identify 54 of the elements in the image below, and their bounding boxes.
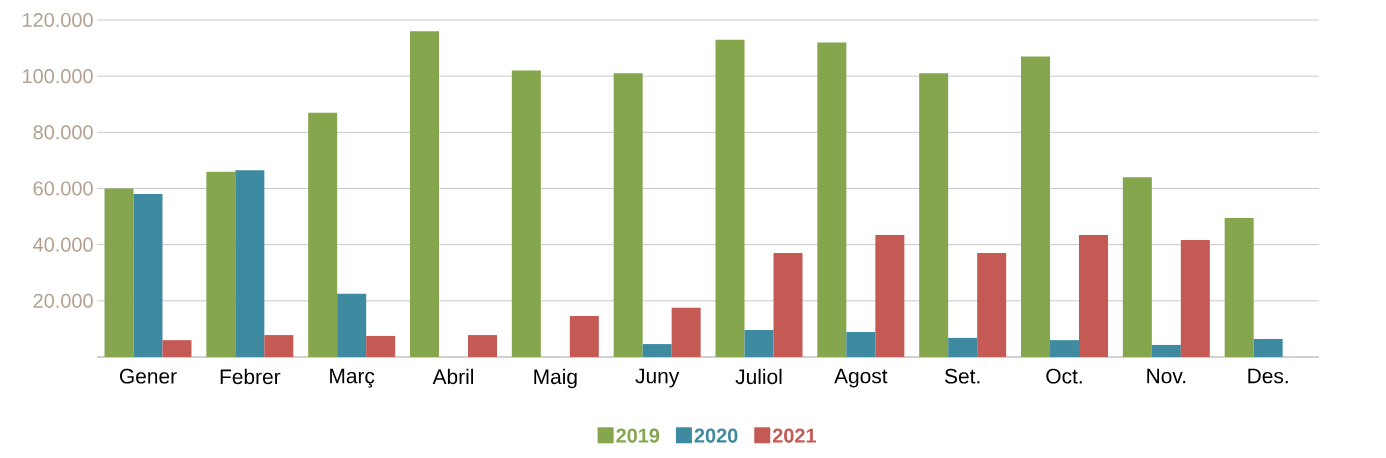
bar: [235, 170, 265, 357]
bar: [715, 39, 745, 357]
bar: [366, 335, 396, 357]
bar: [410, 31, 439, 357]
bar: [104, 188, 134, 357]
bar: [1050, 340, 1079, 357]
x-tick-label: Agost: [834, 368, 888, 388]
x-tick-label: Febrer: [220, 368, 281, 385]
legend-label: 2020: [694, 428, 738, 443]
bar: [875, 235, 905, 357]
x-tick-label: Maig: [534, 368, 577, 389]
bar: [744, 330, 774, 357]
x-tick-label: Nov.: [1147, 368, 1186, 384]
bar: [1180, 239, 1210, 357]
bar: [337, 293, 367, 357]
bar: [162, 340, 192, 357]
bar: [613, 73, 643, 357]
bar: [1151, 344, 1181, 357]
bar: [264, 335, 294, 357]
bar: [1079, 235, 1108, 357]
bar: [1224, 217, 1254, 357]
bar: [1122, 177, 1152, 357]
bar: [569, 316, 599, 357]
bar: [948, 337, 978, 357]
y-tick-label: 120.000: [23, 12, 93, 28]
x-tick-label: Gener: [119, 368, 177, 384]
bar: [1253, 339, 1283, 357]
bar: [671, 307, 701, 357]
legend-label: 2019: [616, 428, 660, 443]
x-tick-label: Juny: [635, 368, 680, 388]
bar: [511, 70, 541, 357]
y-tick-label: 80.000: [33, 125, 93, 140]
bar: [773, 253, 803, 357]
x-tick-label: Juliol: [735, 368, 782, 385]
x-tick-label: Abril: [432, 368, 474, 385]
bar: [308, 112, 338, 357]
bar: [977, 253, 1007, 357]
bar: [206, 171, 236, 357]
bar: [817, 42, 847, 357]
bar: [919, 73, 949, 357]
bar: [846, 332, 876, 357]
x-tick-label: Set.: [945, 368, 980, 384]
y-tick-label: 40.000: [33, 237, 93, 252]
x-tick-label: Març: [330, 368, 375, 388]
legend-label: 2021: [772, 428, 816, 443]
x-tick-label: Oct.: [1046, 368, 1082, 384]
y-tick-label: 20.000: [33, 293, 93, 308]
bar: [1021, 56, 1050, 357]
bar: [468, 335, 497, 357]
bar: [133, 194, 163, 357]
bar: [642, 344, 672, 357]
x-tick-label: Des.: [1248, 368, 1288, 384]
y-tick-label: 100.000: [23, 69, 93, 84]
y-tick-label: 60.000: [33, 181, 93, 196]
